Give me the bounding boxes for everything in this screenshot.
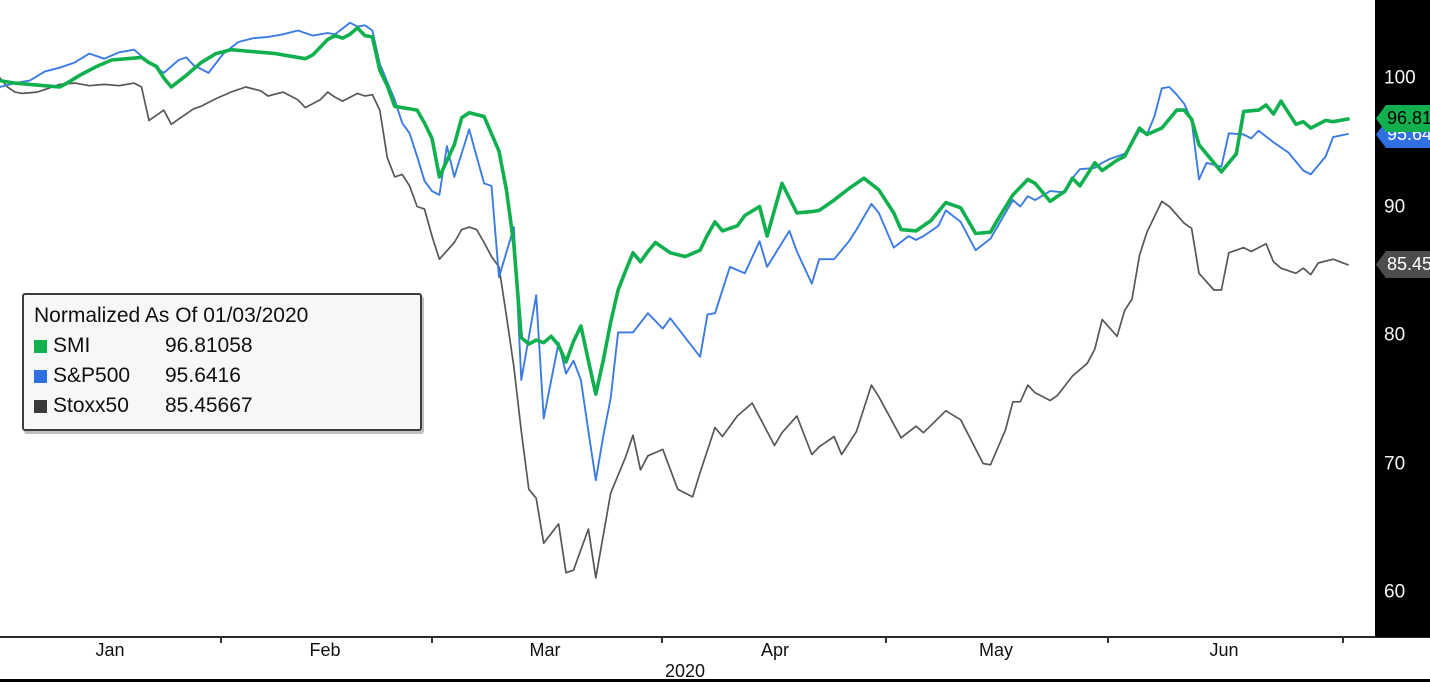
x-axis-tick — [1107, 637, 1109, 643]
x-axis-month-label: May — [978, 640, 1014, 660]
x-axis-month-label: Mar — [529, 640, 561, 660]
legend-row: SMI 96.81058 — [34, 331, 410, 361]
smi-line[interactable] — [0, 26, 1350, 396]
legend-rows: SMI 96.81058 S&P500 95.6416 Stoxx50 85.45667 — [34, 331, 410, 421]
legend-series-value: 95.6416 — [165, 364, 241, 387]
legend-box[interactable]: Normalized As Of 01/03/2020 SMI 96.81058 S… — [22, 293, 422, 431]
x-axis-tick — [431, 637, 433, 643]
x-axis-month-label: Apr — [760, 640, 790, 660]
legend-swatch-icon — [34, 369, 47, 383]
x-axis-tick — [220, 637, 222, 643]
legend-row: Stoxx50 85.45667 — [34, 391, 410, 421]
x-axis-year-label: 2020 — [664, 661, 706, 681]
legend-series-name: SMI — [53, 334, 91, 357]
y-axis-label: 60 — [1384, 581, 1406, 603]
y-axis-label: 90 — [1384, 196, 1406, 218]
legend-series-name: S&P500 — [53, 364, 131, 387]
legend-swatch-icon — [34, 339, 47, 353]
legend-series-value: 96.81058 — [165, 334, 253, 357]
legend-series-value: 85.45667 — [165, 394, 253, 417]
x-axis-month-label: Jan — [95, 640, 125, 660]
x-axis-tick — [1342, 637, 1344, 643]
x-axis-month-label: Feb — [309, 640, 341, 660]
legend-row: S&P500 95.6416 — [34, 361, 410, 391]
y-axis-label: 100 — [1384, 67, 1416, 89]
stoxx50-price-tag: 85.456 — [1376, 251, 1430, 278]
legend-title: Normalized As Of 01/03/2020 — [34, 304, 309, 327]
x-axis-line — [0, 636, 1430, 638]
y-axis-label: 70 — [1384, 453, 1406, 475]
x-axis-tick — [661, 637, 663, 643]
y-axis-label: 80 — [1384, 324, 1406, 346]
legend-series-name: Stoxx50 — [53, 394, 129, 417]
stoxx50-line[interactable] — [0, 77, 1349, 579]
x-axis-month-label: Jun — [1209, 640, 1239, 660]
bottom-border-line — [0, 679, 1430, 682]
legend-swatch-icon — [34, 399, 47, 413]
x-axis-tick — [885, 637, 887, 643]
smi-price-tag: 96.810 — [1376, 105, 1430, 132]
